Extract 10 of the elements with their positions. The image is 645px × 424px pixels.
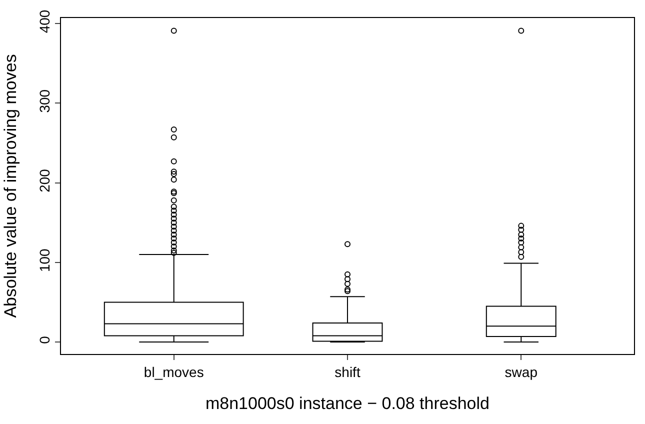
y-tick-label: 0 — [36, 336, 52, 344]
y-tick-label: 100 — [36, 248, 52, 272]
x-tick-label: bl_moves — [144, 364, 204, 380]
y-tick-label: 200 — [36, 168, 52, 192]
y-tick-label: 400 — [36, 10, 52, 34]
x-axis-title: m8n1000s0 instance − 0.08 threshold — [205, 394, 490, 414]
y-tick-label: 300 — [36, 89, 52, 113]
x-tick-label: shift — [334, 364, 360, 380]
y-axis-title: Absolute value of improving moves — [0, 54, 20, 318]
x-tick-label: swap — [504, 364, 538, 380]
